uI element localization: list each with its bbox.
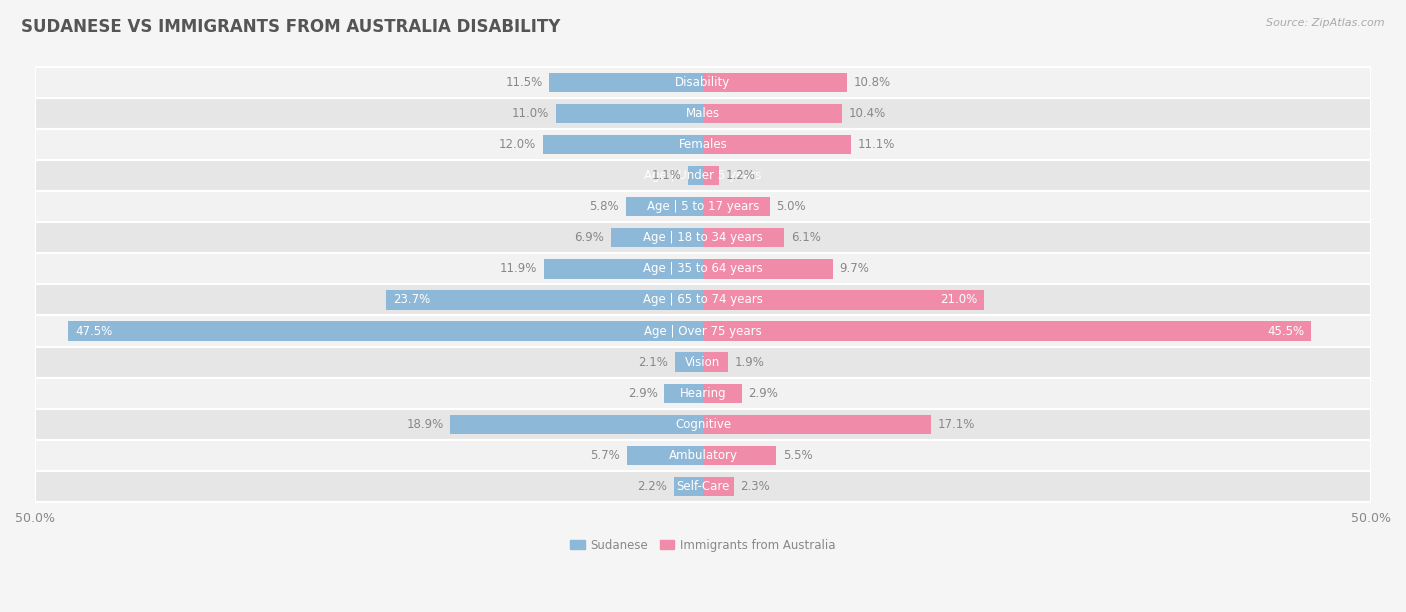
- Text: 2.3%: 2.3%: [741, 480, 770, 493]
- Text: 10.4%: 10.4%: [849, 107, 886, 120]
- Text: 11.9%: 11.9%: [501, 263, 537, 275]
- Text: 1.1%: 1.1%: [652, 170, 682, 182]
- Text: 5.5%: 5.5%: [783, 449, 813, 461]
- Bar: [703, 446, 776, 465]
- Text: 2.1%: 2.1%: [638, 356, 668, 368]
- Text: SUDANESE VS IMMIGRANTS FROM AUSTRALIA DISABILITY: SUDANESE VS IMMIGRANTS FROM AUSTRALIA DI…: [21, 18, 561, 36]
- Text: Age | 5 to 17 years: Age | 5 to 17 years: [647, 200, 759, 214]
- Legend: Sudanese, Immigrants from Australia: Sudanese, Immigrants from Australia: [565, 534, 841, 556]
- Bar: [703, 104, 842, 123]
- Bar: [703, 477, 734, 496]
- Text: 5.7%: 5.7%: [591, 449, 620, 461]
- Text: 2.9%: 2.9%: [627, 387, 658, 400]
- Text: Age | Under 5 years: Age | Under 5 years: [644, 170, 762, 182]
- Bar: [35, 285, 1371, 316]
- Bar: [610, 228, 703, 247]
- Text: Disability: Disability: [675, 76, 731, 89]
- Text: Self-Care: Self-Care: [676, 480, 730, 493]
- Text: 23.7%: 23.7%: [394, 294, 430, 307]
- Bar: [703, 353, 728, 371]
- Text: 47.5%: 47.5%: [75, 324, 112, 338]
- Bar: [703, 259, 832, 278]
- Bar: [69, 321, 703, 341]
- Bar: [627, 446, 703, 465]
- Text: Age | 35 to 64 years: Age | 35 to 64 years: [643, 263, 763, 275]
- Bar: [673, 477, 703, 496]
- Bar: [35, 409, 1371, 439]
- Bar: [35, 98, 1371, 129]
- Text: 17.1%: 17.1%: [938, 417, 976, 431]
- Text: 9.7%: 9.7%: [839, 263, 869, 275]
- Text: Ambulatory: Ambulatory: [668, 449, 738, 461]
- Bar: [450, 414, 703, 434]
- Text: Cognitive: Cognitive: [675, 417, 731, 431]
- Bar: [555, 104, 703, 123]
- Bar: [35, 67, 1371, 98]
- Text: Vision: Vision: [685, 356, 721, 368]
- Bar: [387, 290, 703, 310]
- Bar: [35, 471, 1371, 502]
- Bar: [550, 73, 703, 92]
- Bar: [675, 353, 703, 371]
- Text: 6.9%: 6.9%: [574, 231, 605, 244]
- Bar: [703, 197, 770, 217]
- Text: 11.5%: 11.5%: [505, 76, 543, 89]
- Text: 11.0%: 11.0%: [512, 107, 550, 120]
- Bar: [35, 253, 1371, 285]
- Text: 12.0%: 12.0%: [499, 138, 536, 151]
- Text: 45.5%: 45.5%: [1267, 324, 1305, 338]
- Text: Hearing: Hearing: [679, 387, 727, 400]
- Bar: [35, 316, 1371, 346]
- Text: 18.9%: 18.9%: [406, 417, 444, 431]
- Text: 1.9%: 1.9%: [735, 356, 765, 368]
- Bar: [703, 384, 742, 403]
- Bar: [626, 197, 703, 217]
- Text: Females: Females: [679, 138, 727, 151]
- Bar: [664, 384, 703, 403]
- Text: Age | Over 75 years: Age | Over 75 years: [644, 324, 762, 338]
- Bar: [35, 439, 1371, 471]
- Bar: [35, 346, 1371, 378]
- Text: Males: Males: [686, 107, 720, 120]
- Bar: [703, 228, 785, 247]
- Bar: [703, 414, 931, 434]
- Text: 6.1%: 6.1%: [792, 231, 821, 244]
- Text: 1.2%: 1.2%: [725, 170, 755, 182]
- Text: 5.0%: 5.0%: [776, 200, 806, 214]
- Text: Age | 65 to 74 years: Age | 65 to 74 years: [643, 294, 763, 307]
- Bar: [703, 166, 718, 185]
- Bar: [543, 135, 703, 154]
- Bar: [35, 129, 1371, 160]
- Text: Source: ZipAtlas.com: Source: ZipAtlas.com: [1267, 18, 1385, 28]
- Text: 10.8%: 10.8%: [853, 76, 891, 89]
- Text: 21.0%: 21.0%: [939, 294, 977, 307]
- Text: Age | 18 to 34 years: Age | 18 to 34 years: [643, 231, 763, 244]
- Text: 2.2%: 2.2%: [637, 480, 666, 493]
- Bar: [35, 222, 1371, 253]
- Text: 5.8%: 5.8%: [589, 200, 619, 214]
- Bar: [703, 321, 1310, 341]
- Bar: [703, 73, 848, 92]
- Bar: [35, 378, 1371, 409]
- Bar: [544, 259, 703, 278]
- Text: 2.9%: 2.9%: [748, 387, 779, 400]
- Bar: [689, 166, 703, 185]
- Bar: [35, 192, 1371, 222]
- Bar: [703, 290, 984, 310]
- Bar: [35, 160, 1371, 192]
- Text: 11.1%: 11.1%: [858, 138, 896, 151]
- Bar: [703, 135, 851, 154]
